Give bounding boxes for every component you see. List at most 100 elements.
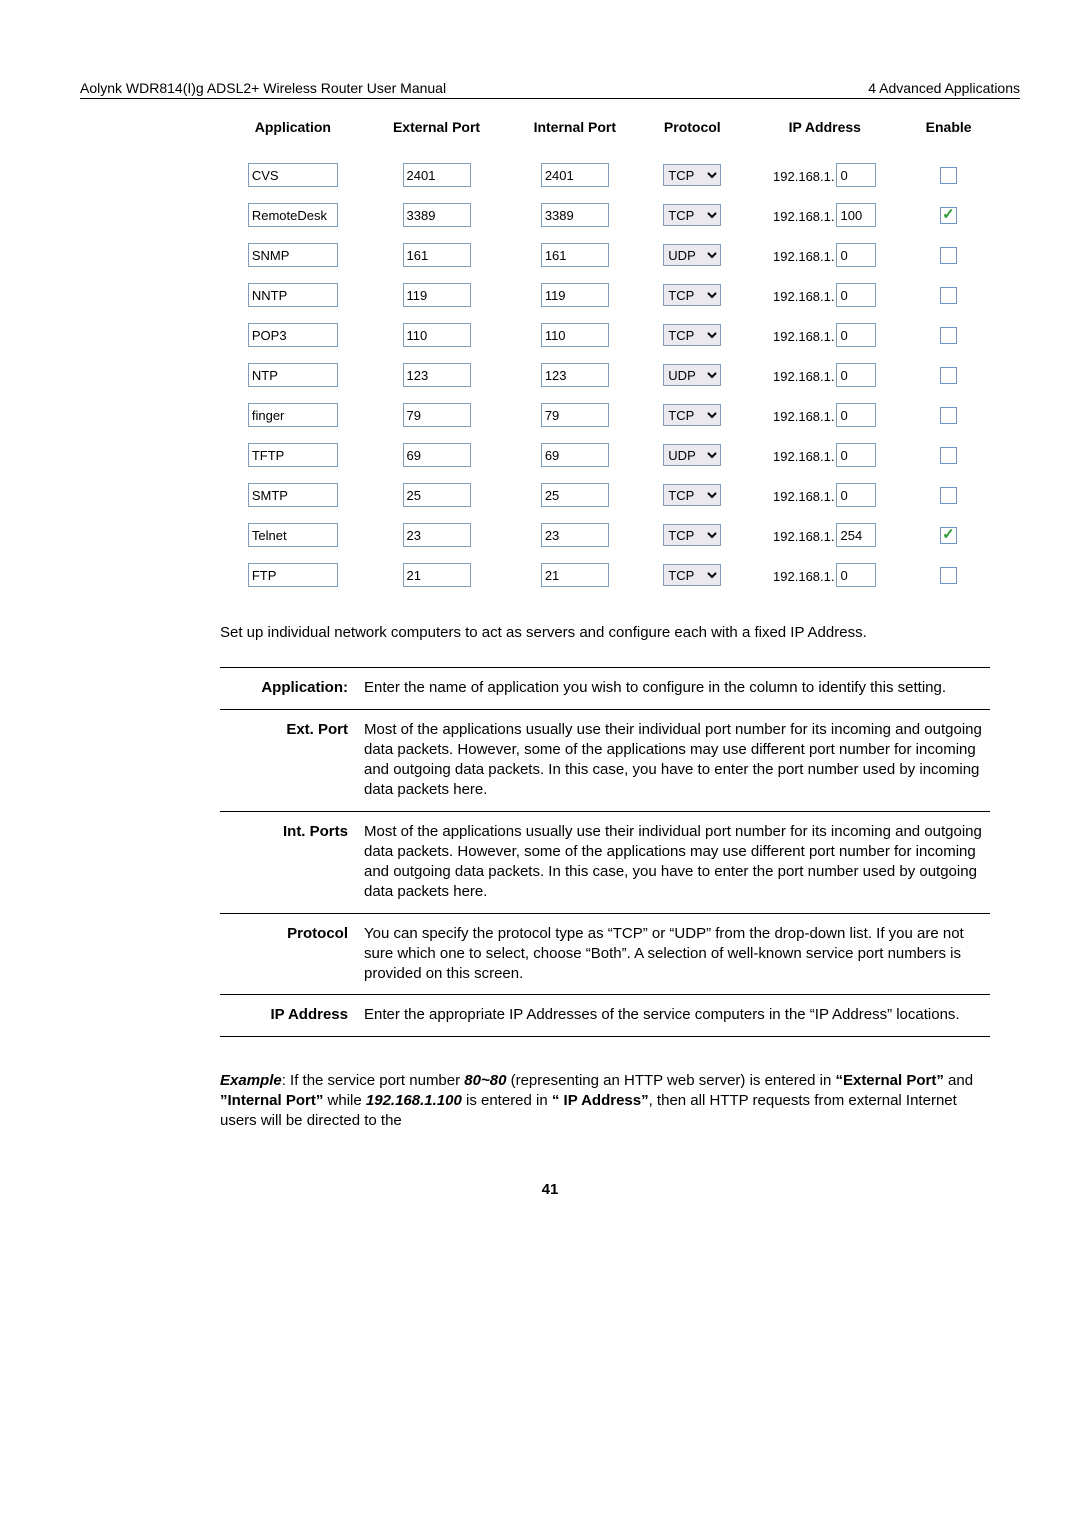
application-input[interactable]	[248, 323, 338, 347]
ip-prefix: 192.168.1.	[773, 409, 834, 424]
external-port-input[interactable]	[403, 363, 471, 387]
definition-label: Application:	[220, 668, 356, 709]
virtual-server-table: Application External Port Internal Port …	[220, 119, 990, 595]
application-input[interactable]	[248, 363, 338, 387]
application-input[interactable]	[248, 243, 338, 267]
enable-checkbox[interactable]	[940, 447, 957, 464]
definitions-table: Application:Enter the name of applicatio…	[220, 667, 990, 1036]
external-port-input[interactable]	[403, 483, 471, 507]
ip-suffix-input[interactable]	[836, 403, 876, 427]
enable-checkbox[interactable]	[940, 527, 957, 544]
internal-port-input[interactable]	[541, 283, 609, 307]
enable-checkbox[interactable]	[940, 327, 957, 344]
internal-port-input[interactable]	[541, 243, 609, 267]
protocol-select[interactable]: UDP	[663, 364, 721, 386]
intro-paragraph: Set up individual network computers to a…	[220, 623, 990, 643]
application-input[interactable]	[248, 203, 338, 227]
ip-prefix: 192.168.1.	[773, 289, 834, 304]
definition-text: Most of the applications usually use the…	[356, 709, 990, 811]
internal-port-input[interactable]	[541, 163, 609, 187]
internal-port-input[interactable]	[541, 323, 609, 347]
ip-suffix-input[interactable]	[836, 203, 876, 227]
internal-port-input[interactable]	[541, 523, 609, 547]
application-input[interactable]	[248, 283, 338, 307]
protocol-select[interactable]: TCP	[663, 484, 721, 506]
ip-suffix-input[interactable]	[836, 483, 876, 507]
external-port-input[interactable]	[403, 323, 471, 347]
enable-checkbox[interactable]	[940, 167, 957, 184]
table-row: UDP192.168.1.	[220, 435, 990, 475]
table-row: TCP192.168.1.	[220, 315, 990, 355]
ip-suffix-input[interactable]	[836, 363, 876, 387]
internal-port-input[interactable]	[541, 403, 609, 427]
application-input[interactable]	[248, 163, 338, 187]
ip-suffix-input[interactable]	[836, 283, 876, 307]
definition-label: Ext. Port	[220, 709, 356, 811]
enable-checkbox[interactable]	[940, 407, 957, 424]
enable-checkbox[interactable]	[940, 487, 957, 504]
protocol-select[interactable]: UDP	[663, 244, 721, 266]
external-port-input[interactable]	[403, 243, 471, 267]
col-application: Application	[220, 119, 366, 155]
protocol-select[interactable]: TCP	[663, 164, 721, 186]
ip-prefix: 192.168.1.	[773, 169, 834, 184]
definition-row: Application:Enter the name of applicatio…	[220, 668, 990, 709]
ip-suffix-input[interactable]	[836, 563, 876, 587]
external-port-input[interactable]	[403, 163, 471, 187]
application-input[interactable]	[248, 563, 338, 587]
example-int-port: ”Internal Port”	[220, 1092, 323, 1109]
protocol-select[interactable]: TCP	[663, 524, 721, 546]
table-row: UDP192.168.1.	[220, 355, 990, 395]
ip-prefix: 192.168.1.	[773, 569, 834, 584]
definition-text: You can specify the protocol type as “TC…	[356, 913, 990, 995]
ip-prefix: 192.168.1.	[773, 489, 834, 504]
col-enable: Enable	[907, 119, 990, 155]
enable-checkbox[interactable]	[940, 287, 957, 304]
example-port: 80~80	[464, 1072, 506, 1089]
definition-text: Most of the applications usually use the…	[356, 811, 990, 913]
definition-text: Enter the appropriate IP Addresses of th…	[356, 995, 990, 1036]
internal-port-input[interactable]	[541, 483, 609, 507]
col-ip-address: IP Address	[742, 119, 907, 155]
table-row: TCP 192.168.1.	[220, 395, 990, 435]
definition-row: Ext. PortMost of the applications usuall…	[220, 709, 990, 811]
external-port-input[interactable]	[403, 443, 471, 467]
protocol-select[interactable]: TCP	[663, 204, 721, 226]
protocol-select[interactable]: TCP	[663, 564, 721, 586]
table-row: TCP 192.168.1.	[220, 275, 990, 315]
ip-suffix-input[interactable]	[836, 243, 876, 267]
ip-prefix: 192.168.1.	[773, 209, 834, 224]
enable-checkbox[interactable]	[940, 567, 957, 584]
page-header: Aolynk WDR814(I)g ADSL2+ Wireless Router…	[80, 80, 1020, 99]
example-ip-label: “ IP Address”	[552, 1092, 649, 1109]
application-input[interactable]	[248, 443, 338, 467]
table-row: TCP 192.168.1.	[220, 555, 990, 595]
internal-port-input[interactable]	[541, 443, 609, 467]
application-input[interactable]	[248, 403, 338, 427]
external-port-input[interactable]	[403, 203, 471, 227]
header-left: Aolynk WDR814(I)g ADSL2+ Wireless Router…	[80, 80, 446, 96]
ip-suffix-input[interactable]	[836, 523, 876, 547]
application-input[interactable]	[248, 483, 338, 507]
internal-port-input[interactable]	[541, 203, 609, 227]
external-port-input[interactable]	[403, 523, 471, 547]
internal-port-input[interactable]	[541, 363, 609, 387]
external-port-input[interactable]	[403, 563, 471, 587]
protocol-select[interactable]: TCP	[663, 284, 721, 306]
ip-suffix-input[interactable]	[836, 163, 876, 187]
protocol-select[interactable]: TCP	[663, 404, 721, 426]
protocol-select[interactable]: TCP	[663, 324, 721, 346]
internal-port-input[interactable]	[541, 563, 609, 587]
application-input[interactable]	[248, 523, 338, 547]
external-port-input[interactable]	[403, 403, 471, 427]
enable-checkbox[interactable]	[940, 367, 957, 384]
enable-checkbox[interactable]	[940, 247, 957, 264]
definition-text: Enter the name of application you wish t…	[356, 668, 990, 709]
protocol-select[interactable]: UDP	[663, 444, 721, 466]
external-port-input[interactable]	[403, 283, 471, 307]
table-row: TCP 192.168.1.	[220, 475, 990, 515]
enable-checkbox[interactable]	[940, 207, 957, 224]
ip-prefix: 192.168.1.	[773, 249, 834, 264]
ip-suffix-input[interactable]	[836, 323, 876, 347]
ip-suffix-input[interactable]	[836, 443, 876, 467]
